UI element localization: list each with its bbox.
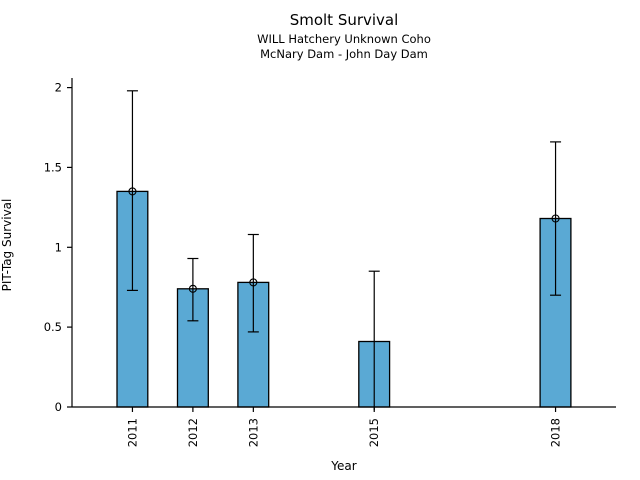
y-tick-label-0.5: 0.5	[44, 320, 62, 334]
point-marker-2013	[249, 278, 258, 287]
x-axis-label: Year	[331, 459, 357, 473]
chart-subtitle-line1: WILL Hatchery Unknown Coho	[257, 32, 431, 46]
point-marker-2012	[188, 284, 197, 293]
y-axis-label: PIT-Tag Survival	[0, 198, 14, 292]
x-tick-label-2018: 2018	[549, 418, 563, 447]
x-tick-label-2013: 2013	[246, 418, 260, 447]
y-tick-label-0: 0	[55, 400, 62, 414]
x-tick-label-2015: 2015	[367, 418, 381, 447]
y-tick-label-1: 1	[55, 240, 62, 254]
point-marker-2018	[551, 214, 560, 223]
y-tick-label-2: 2	[55, 81, 62, 95]
x-tick-label-2011: 2011	[125, 418, 139, 447]
x-tick-label-2012: 2012	[186, 418, 200, 447]
point-marker-2011	[128, 187, 137, 196]
chart-subtitle-line2: McNary Dam - John Day Dam	[260, 47, 428, 61]
chart-title: Smolt Survival	[289, 11, 399, 29]
y-tick-label-1.5: 1.5	[44, 160, 62, 174]
